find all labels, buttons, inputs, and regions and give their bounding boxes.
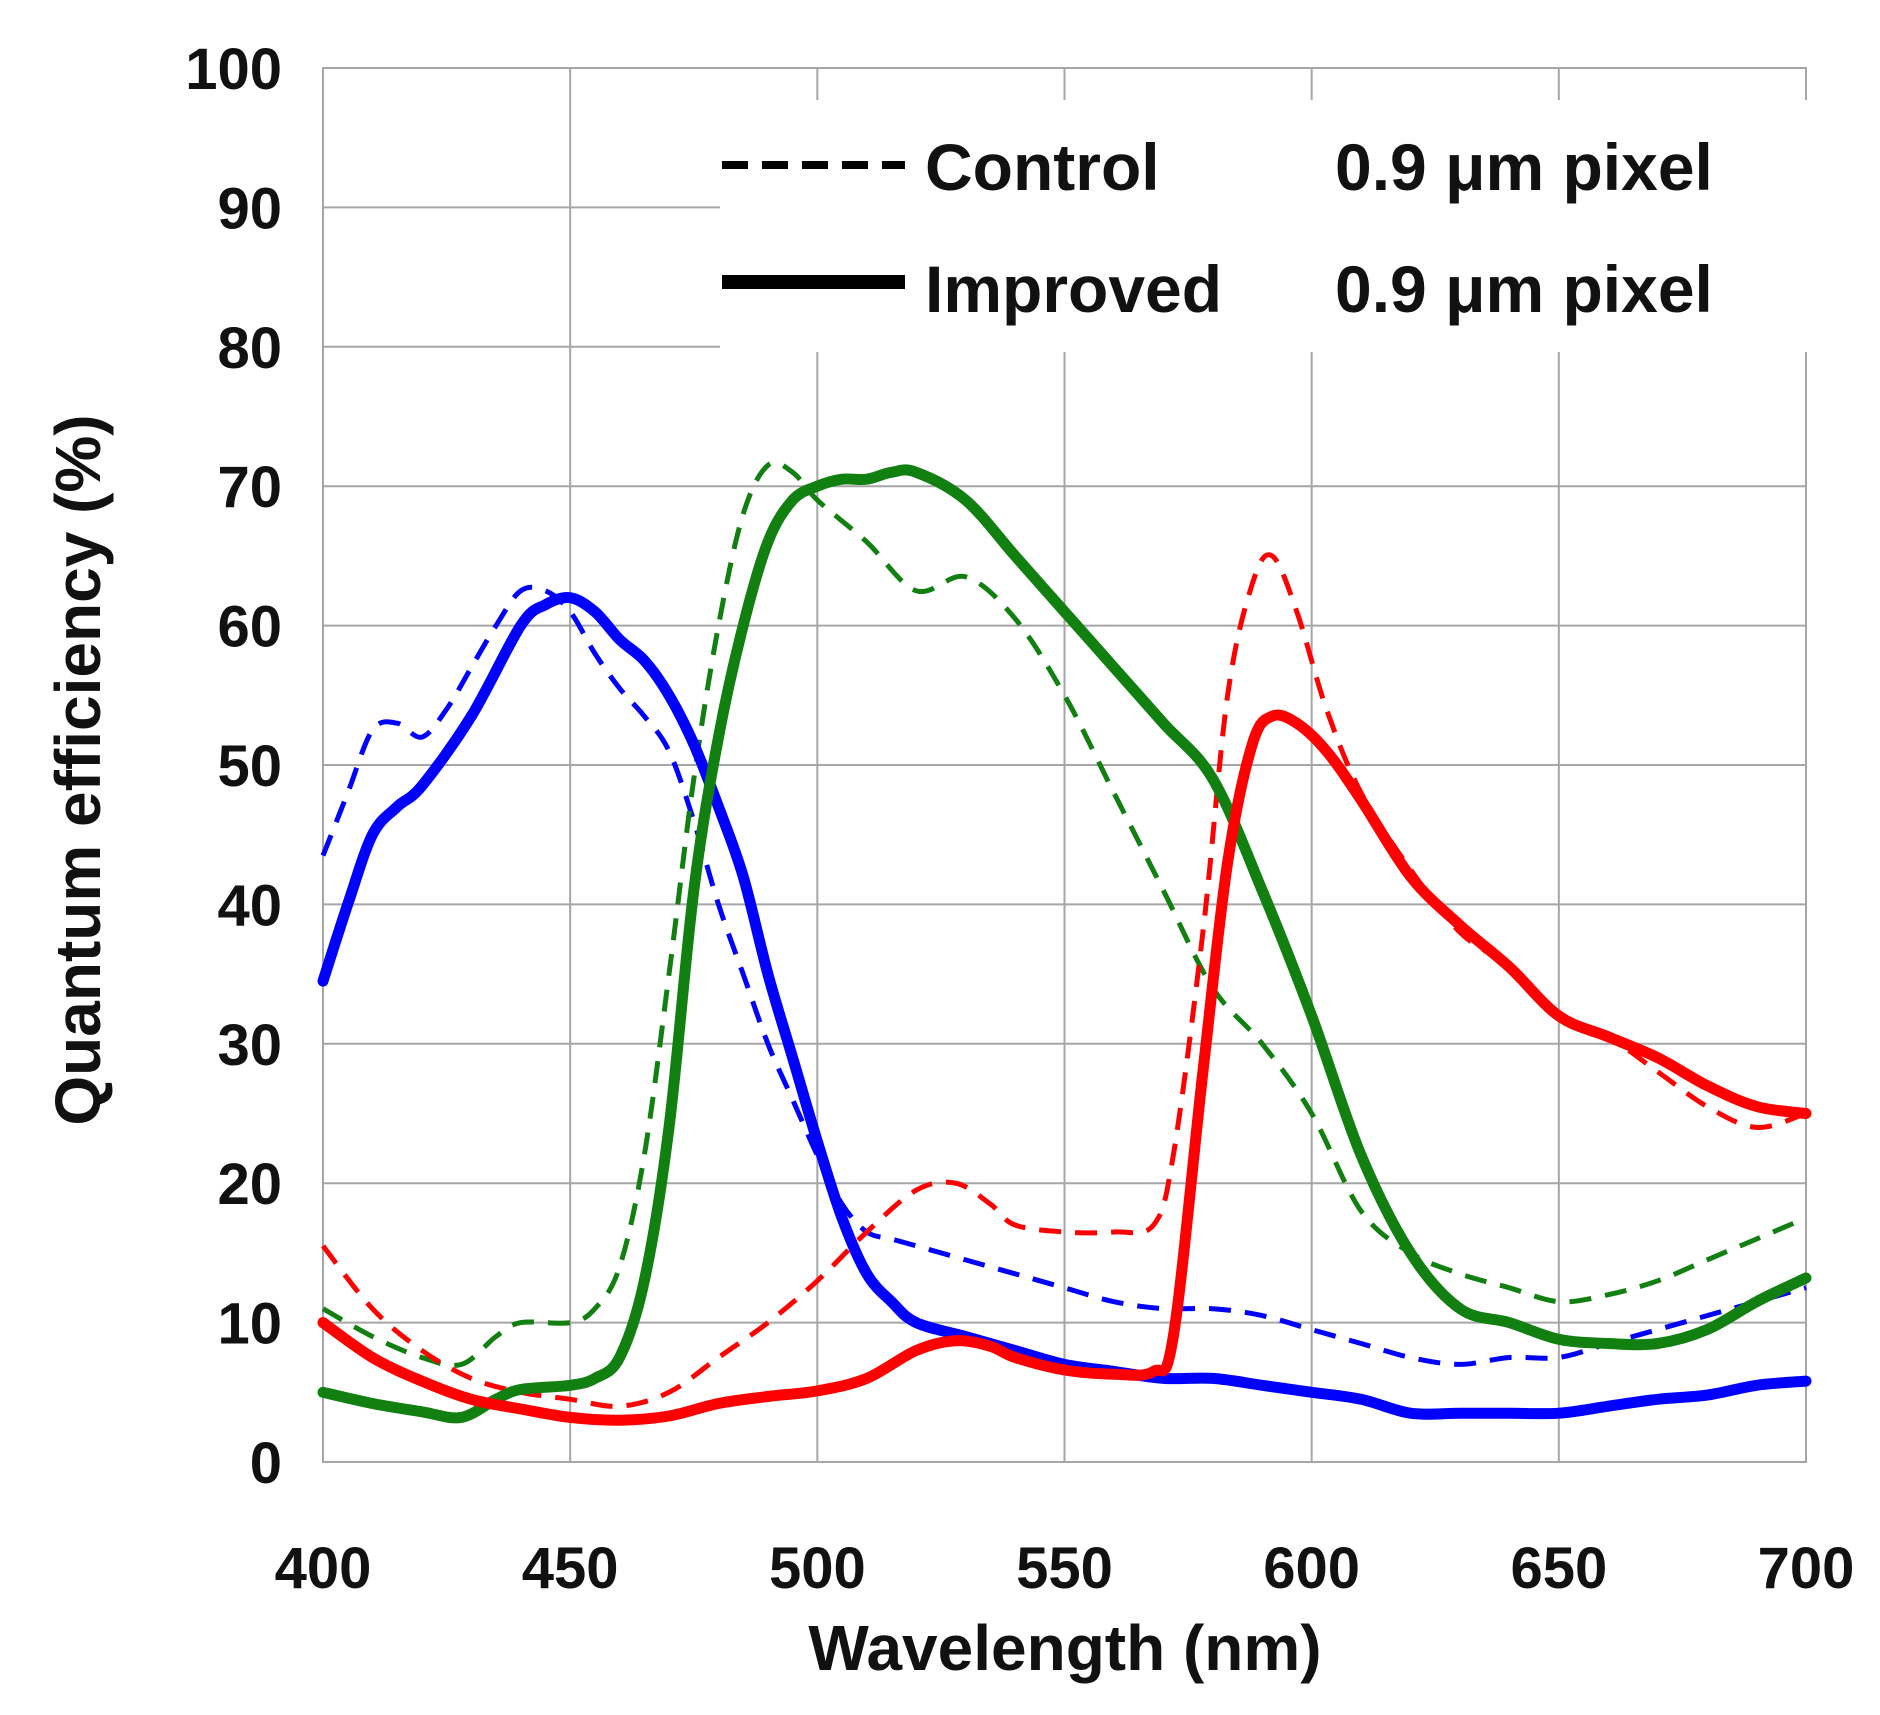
legend-control-label: Control xyxy=(925,130,1160,204)
y-tick-label-10: 10 xyxy=(217,1292,282,1357)
x-tick-label-500: 500 xyxy=(769,1536,866,1601)
x-tick-label-650: 650 xyxy=(1510,1536,1607,1601)
blue-dashed-curve xyxy=(320,584,1807,1367)
green-dashed-curve xyxy=(321,460,1807,1368)
y-tick-labels: 0 10 20 30 40 50 60 70 80 90 100 xyxy=(185,37,282,1496)
y-tick-label-30: 30 xyxy=(217,1013,282,1078)
green-solid-curve xyxy=(317,464,1812,1424)
x-tick-label-550: 550 xyxy=(1016,1536,1113,1601)
plot-frame xyxy=(322,67,1807,1463)
legend-background xyxy=(720,100,1870,352)
x-tick-label-700: 700 xyxy=(1758,1536,1855,1601)
y-tick-label-60: 60 xyxy=(217,595,282,660)
y-tick-label-50: 50 xyxy=(217,734,282,799)
legend: Control 0.9 μm pixel Improved 0.9 μm pix… xyxy=(720,100,1870,352)
series-layer xyxy=(317,460,1812,1426)
x-tick-label-400: 400 xyxy=(275,1536,372,1601)
y-tick-label-20: 20 xyxy=(217,1152,282,1217)
y-tick-label-90: 90 xyxy=(217,176,282,241)
x-tick-label-600: 600 xyxy=(1263,1536,1360,1601)
x-axis-title: Wavelength (nm) xyxy=(808,1612,1321,1684)
legend-improved-label: Improved xyxy=(925,252,1222,326)
y-tick-label-80: 80 xyxy=(217,316,282,381)
legend-improved-detail: 0.9 μm pixel xyxy=(1335,252,1713,326)
x-tick-label-450: 450 xyxy=(522,1536,619,1601)
x-tick-labels: 400 450 500 550 600 650 700 xyxy=(275,1536,1855,1601)
y-tick-label-40: 40 xyxy=(217,873,282,938)
blue-solid-curve xyxy=(317,592,1812,1420)
red-solid-curve xyxy=(317,709,1812,1426)
legend-control-detail: 0.9 μm pixel xyxy=(1335,130,1713,204)
y-axis-title: Quantum efficiency (%) xyxy=(42,414,114,1125)
y-tick-label-0: 0 xyxy=(250,1431,282,1496)
y-tick-label-70: 70 xyxy=(217,455,282,520)
y-tick-label-100: 100 xyxy=(185,37,282,102)
